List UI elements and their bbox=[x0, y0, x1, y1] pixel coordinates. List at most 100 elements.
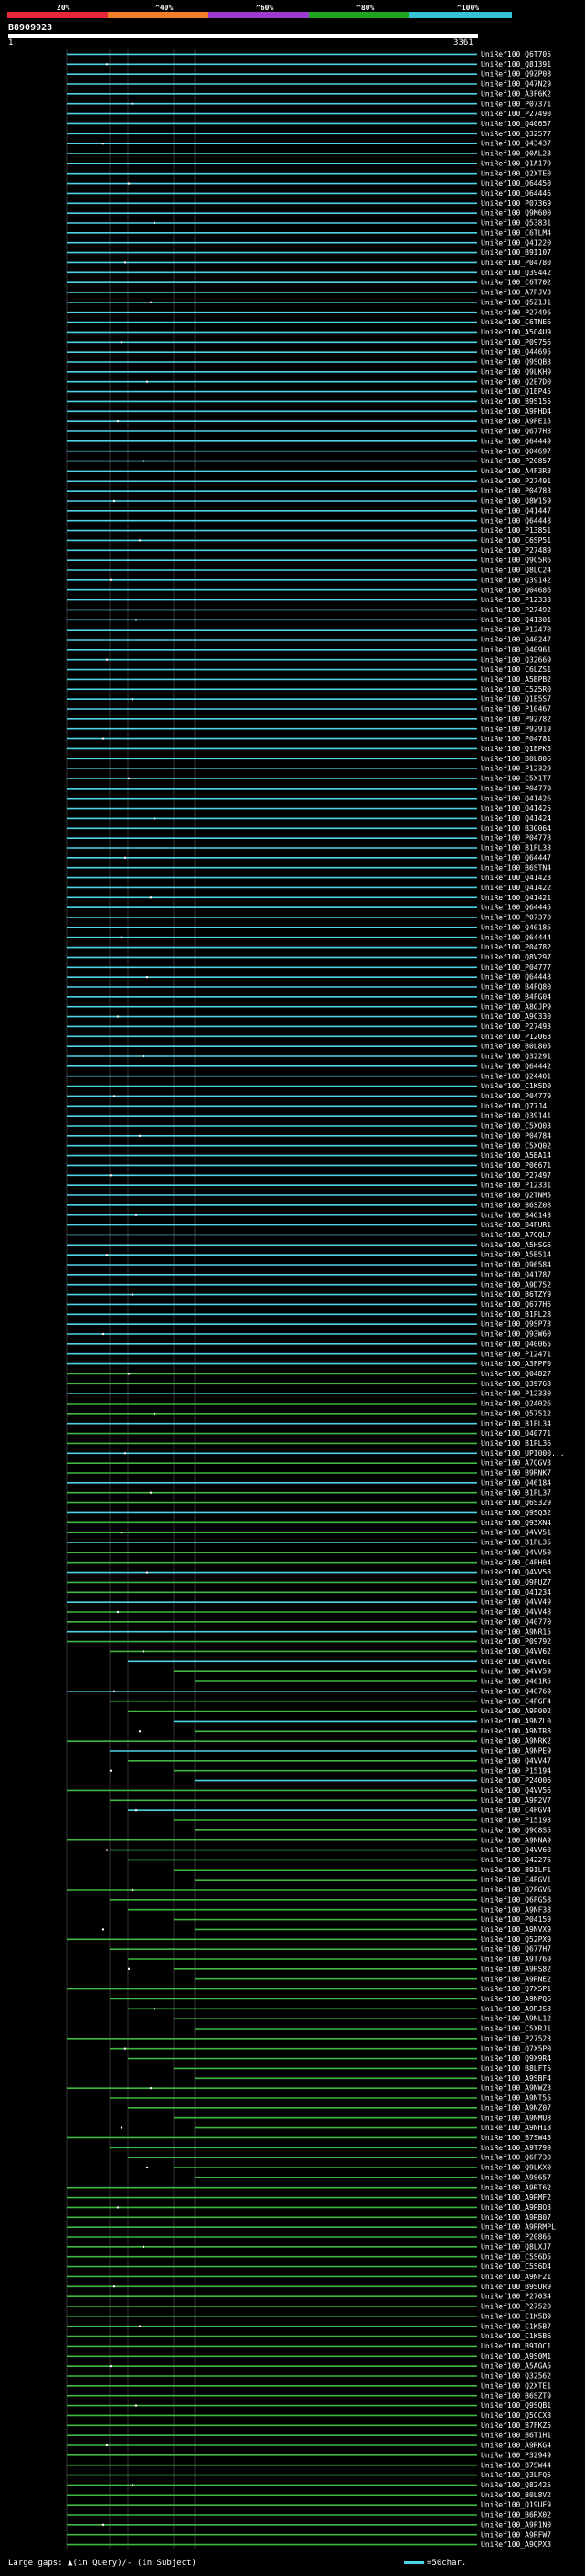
hit-label: UniRef100_Q77J4 bbox=[481, 1102, 547, 1110]
hit-label: UniRef100_A9NL12 bbox=[481, 2015, 551, 2023]
hit-label: UniRef100_P04779 bbox=[481, 784, 551, 792]
legend-line-sample bbox=[404, 2561, 424, 2564]
scale-label-100: ^100% bbox=[457, 4, 480, 12]
ruler-end-label: 3361 bbox=[453, 38, 473, 48]
hit-label: UniRef100_Q40657 bbox=[481, 120, 551, 128]
hit-label: UniRef100_P09756 bbox=[481, 338, 551, 346]
hit-label: UniRef100_Q64444 bbox=[481, 933, 551, 941]
hit-label: UniRef100_C4PGF4 bbox=[481, 1697, 551, 1705]
hit-label: UniRef100_C5XQ03 bbox=[481, 1122, 551, 1130]
hit-label: UniRef100_Q9FUZ7 bbox=[481, 1578, 551, 1586]
hit-label: UniRef100_Q41423 bbox=[481, 874, 551, 882]
hit-label: UniRef100_A9RBQ3 bbox=[481, 2203, 551, 2211]
hit-label: UniRef100_B6T1H1 bbox=[481, 2432, 551, 2440]
gap-marker bbox=[120, 341, 123, 344]
scale-segment-80 bbox=[309, 12, 410, 18]
hit-label: UniRef100_Q1A179 bbox=[481, 159, 551, 167]
gap-marker bbox=[127, 1967, 131, 1971]
gap-marker bbox=[145, 1571, 149, 1574]
gap-marker bbox=[101, 737, 105, 740]
gap-marker bbox=[127, 182, 131, 185]
gap-marker bbox=[127, 777, 131, 780]
query-ruler bbox=[8, 34, 478, 38]
hit-label: UniRef100_Q9C5R6 bbox=[481, 557, 551, 565]
gap-marker bbox=[116, 2206, 120, 2209]
gap-marker bbox=[153, 1412, 156, 1415]
hit-label: UniRef100_Q4VV51 bbox=[481, 1529, 551, 1537]
scale-label-60: ^60% bbox=[256, 4, 274, 12]
hit-label: UniRef100_Q47N29 bbox=[481, 80, 551, 89]
hit-label: UniRef100_Q9SQB3 bbox=[481, 358, 551, 366]
hit-label: UniRef100_A9NZL0 bbox=[481, 1717, 551, 1725]
hit-label: UniRef100_P06671 bbox=[481, 1161, 551, 1170]
hit-label: UniRef100_P10467 bbox=[481, 705, 551, 714]
gap-marker bbox=[145, 2166, 149, 2169]
gap-marker bbox=[105, 1849, 109, 1851]
hit-label: UniRef100_A9D752 bbox=[481, 1280, 551, 1288]
hit-label: UniRef100_Q677H6 bbox=[481, 1300, 551, 1309]
hit-label: UniRef100_Q2XTE1 bbox=[481, 2381, 551, 2390]
hit-label: UniRef100_B1PL36 bbox=[481, 1439, 551, 1447]
large-gaps-legend: Large gaps: ▲(in Query)/- (in Subject) bbox=[8, 2559, 197, 2568]
hit-label: UniRef100_Q6S329 bbox=[481, 1499, 551, 1507]
hit-label: UniRef100_B7FKZ5 bbox=[481, 2422, 551, 2430]
hit-label: UniRef100_P12333 bbox=[481, 596, 551, 604]
hit-label: UniRef100_Q96584 bbox=[481, 1261, 551, 1269]
hit-label: UniRef100_B1PL28 bbox=[481, 1310, 551, 1319]
hit-label: UniRef100_Q64442 bbox=[481, 1062, 551, 1070]
hit-label: UniRef100_A9P2V7 bbox=[481, 1797, 551, 1805]
hit-label: UniRef100_Q9X9R4 bbox=[481, 2054, 551, 2062]
gap-marker bbox=[116, 1610, 120, 1614]
scale-legend: =50char. bbox=[404, 2558, 466, 2569]
hit-label: UniRef100_Q43437 bbox=[481, 140, 551, 148]
hit-label: UniRef100_Q41424 bbox=[481, 814, 551, 822]
gap-marker bbox=[138, 1730, 142, 1733]
hit-label: UniRef100_Q52PX9 bbox=[481, 1935, 551, 1944]
hit-label: UniRef100_A9NNA9 bbox=[481, 1836, 551, 1844]
hit-label: UniRef100_C6T702 bbox=[481, 279, 551, 287]
gap-marker bbox=[134, 1214, 138, 1216]
gap-marker bbox=[145, 975, 149, 979]
hit-label: UniRef100_Q4VV60 bbox=[481, 1846, 551, 1854]
hit-label: UniRef100_P12063 bbox=[481, 1033, 551, 1041]
hit-label: UniRef100_P12470 bbox=[481, 626, 551, 634]
hit-label: UniRef100_A9T769 bbox=[481, 1956, 551, 1964]
hit-label: UniRef100_Q5Z1J1 bbox=[481, 298, 551, 306]
hit-label: UniRef100_A9C330 bbox=[481, 1012, 551, 1021]
hit-label: UniRef100_P27520 bbox=[481, 2303, 551, 2311]
hit-label: UniRef100_A3FPF0 bbox=[481, 1360, 551, 1368]
scale-label-20: 20% bbox=[57, 4, 70, 12]
hit-label: UniRef100_B6TZY9 bbox=[481, 1290, 551, 1299]
hit-label: UniRef100_A9RJS3 bbox=[481, 2005, 551, 2013]
scale-segment-40 bbox=[108, 12, 208, 18]
hit-label: UniRef100_Q9SP73 bbox=[481, 1320, 551, 1329]
gap-marker bbox=[149, 2086, 153, 2090]
hit-label: UniRef100_A5BA14 bbox=[481, 1151, 551, 1160]
hit-label: UniRef100_P27489 bbox=[481, 546, 551, 555]
gap-marker bbox=[105, 2443, 109, 2447]
hit-label: UniRef100_A9NZ07 bbox=[481, 2104, 551, 2112]
hit-label: UniRef100_Q64450 bbox=[481, 179, 551, 187]
gap-marker bbox=[112, 1095, 116, 1097]
hit-label: UniRef100_A9RT62 bbox=[481, 2183, 551, 2191]
hit-label: UniRef100_Q64446 bbox=[481, 189, 551, 197]
hit-label: UniRef100_A9NF21 bbox=[481, 2273, 551, 2281]
hit-label: UniRef100_Q1E5S7 bbox=[481, 695, 551, 704]
hit-label: UniRef100_Q24026 bbox=[481, 1400, 551, 1408]
hit-label: UniRef100_Q9LKH9 bbox=[481, 367, 551, 376]
hit-label: UniRef100_Q4VV48 bbox=[481, 1608, 551, 1617]
hit-label: UniRef100_C5X1T7 bbox=[481, 775, 551, 783]
hit-label: UniRef100_P24006 bbox=[481, 1776, 551, 1785]
hit-label: UniRef100_P92919 bbox=[481, 725, 551, 733]
hit-label: UniRef100_C6SP51 bbox=[481, 536, 551, 545]
hit-label: UniRef100_C1K5B6 bbox=[481, 2332, 551, 2340]
scale-label-40: ^40% bbox=[155, 4, 174, 12]
hit-label: UniRef100_Q8V297 bbox=[481, 953, 551, 961]
hit-label: UniRef100_A9RS82 bbox=[481, 1965, 551, 1973]
hit-label: UniRef100_B7SW43 bbox=[481, 2134, 551, 2142]
hit-label: UniRef100_Q7X5P0 bbox=[481, 2044, 551, 2052]
hit-label: UniRef100_Q4VV50 bbox=[481, 1548, 551, 1556]
hit-label: UniRef100_Q57512 bbox=[481, 1409, 551, 1417]
scale-segment-100 bbox=[410, 12, 512, 18]
hit-label: UniRef100_A7QGV3 bbox=[481, 1459, 551, 1468]
